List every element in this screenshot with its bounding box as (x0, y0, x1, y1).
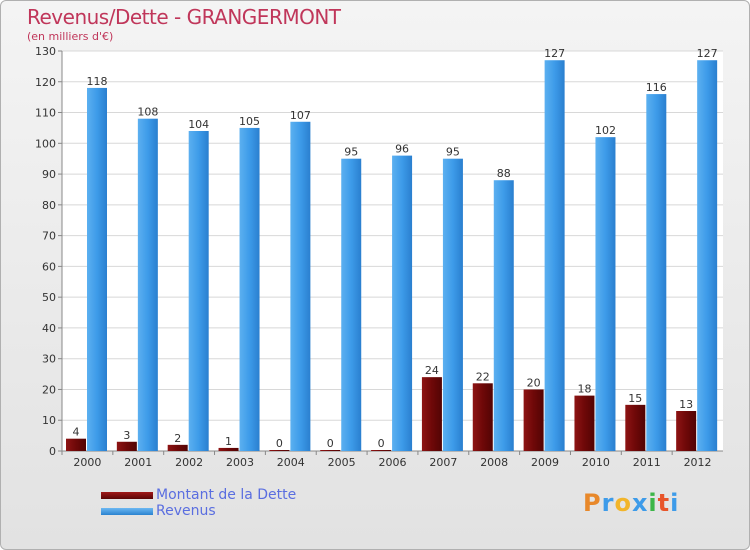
bar-revenus-2000 (87, 87, 107, 451)
bar-dette-2010 (574, 395, 595, 451)
data-label-dette-2003: 1 (225, 435, 232, 448)
bar-revenus-2001 (137, 118, 158, 451)
y-tick-label-90: 90 (42, 168, 56, 181)
legend-swatch-dette (101, 491, 153, 499)
logo-letter: o (614, 489, 632, 517)
y-tick-label-120: 120 (35, 76, 56, 89)
bar-revenus-2007 (442, 158, 463, 451)
data-label-dette-2010: 18 (577, 383, 591, 396)
logo-letter: P (583, 489, 602, 517)
bar-dette-2002 (167, 444, 188, 451)
bar-revenus-2011 (646, 94, 667, 452)
x-tick-label-2000: 2000 (73, 456, 101, 469)
x-tick-label-2004: 2004 (277, 456, 305, 469)
x-tick-label-2007: 2007 (429, 456, 457, 469)
bar-revenus-2008 (493, 180, 514, 451)
bar-dette-2007 (421, 377, 442, 451)
x-tick-label-2006: 2006 (379, 456, 407, 469)
logo-letter: i (670, 489, 680, 517)
bar-revenus-2006 (392, 155, 413, 451)
x-tick-label-2010: 2010 (582, 456, 610, 469)
legend-item-revenus: Revenus (101, 503, 296, 519)
data-label-dette-2001: 3 (123, 429, 130, 442)
bar-dette-2008 (472, 383, 493, 451)
data-label-dette-2011: 15 (628, 392, 642, 405)
x-tick-label-2001: 2001 (124, 456, 152, 469)
bar-revenus-2012 (697, 60, 718, 451)
data-label-dette-2007: 24 (425, 364, 439, 377)
bar-dette-2005 (320, 450, 341, 451)
bar-dette-2006 (371, 450, 392, 451)
data-label-revenus-2006: 96 (395, 143, 409, 156)
x-tick-label-2009: 2009 (531, 456, 559, 469)
y-tick-label-60: 60 (42, 260, 56, 273)
data-label-revenus-2001: 108 (137, 106, 158, 119)
bar-revenus-2009 (544, 60, 565, 451)
bar-dette-2012 (676, 411, 697, 451)
x-tick-label-2003: 2003 (226, 456, 254, 469)
y-tick-label-30: 30 (42, 353, 56, 366)
x-tick-label-2008: 2008 (480, 456, 508, 469)
legend-item-dette: Montant de la Dette (101, 487, 296, 503)
data-label-revenus-2011: 116 (646, 81, 667, 94)
bar-revenus-2003 (239, 127, 260, 451)
y-tick-label-50: 50 (42, 291, 56, 304)
bar-dette-2003 (218, 447, 239, 451)
y-tick-label-110: 110 (35, 107, 56, 120)
bar-revenus-2005 (341, 158, 362, 451)
bar-dette-2009 (523, 389, 544, 451)
data-label-dette-2004: 0 (276, 437, 283, 450)
data-label-revenus-2000: 118 (87, 75, 108, 88)
data-label-revenus-2002: 104 (188, 118, 209, 131)
data-label-dette-2002: 2 (174, 432, 181, 445)
data-label-revenus-2003: 105 (239, 115, 260, 128)
y-tick-label-0: 0 (49, 445, 56, 458)
legend-swatch-revenus (101, 507, 153, 515)
proxiti-logo: Proxiti (583, 489, 679, 517)
logo-letter: r (601, 489, 615, 517)
data-label-revenus-2008: 88 (497, 167, 511, 180)
x-tick-label-2005: 2005 (328, 456, 356, 469)
data-label-revenus-2004: 107 (290, 109, 311, 122)
logo-letter: t (657, 489, 671, 517)
chart-title: Revenus/Dette - GRANGERMONT (27, 5, 341, 29)
bar-dette-2011 (625, 404, 646, 451)
chart-subtitle: (en milliers d'€) (27, 30, 114, 43)
data-label-dette-2012: 13 (679, 398, 693, 411)
x-tick-label-2011: 2011 (633, 456, 661, 469)
y-tick-label-70: 70 (42, 230, 56, 243)
data-label-revenus-2007: 95 (446, 146, 460, 159)
bar-revenus-2004 (290, 121, 311, 452)
y-tick-label-40: 40 (42, 322, 56, 335)
data-label-revenus-2010: 102 (595, 124, 616, 137)
data-label-dette-2006: 0 (378, 437, 385, 450)
legend-label-revenus: Revenus (156, 503, 216, 519)
y-tick-label-10: 10 (42, 414, 56, 427)
data-label-dette-2000: 4 (73, 426, 80, 439)
data-label-dette-2005: 0 (327, 437, 334, 450)
data-label-revenus-2009: 127 (544, 47, 565, 60)
bar-revenus-2010 (595, 137, 616, 451)
data-label-revenus-2005: 95 (344, 146, 358, 159)
logo-letter: x (631, 489, 649, 517)
x-tick-label-2002: 2002 (175, 456, 203, 469)
bar-revenus-2002 (188, 131, 209, 451)
legend-label-dette: Montant de la Dette (156, 487, 297, 503)
data-label-revenus-2012: 127 (697, 47, 718, 60)
y-tick-label-20: 20 (42, 383, 56, 396)
logo-letter: i (648, 489, 658, 517)
bar-dette-2000 (66, 438, 86, 451)
data-label-dette-2008: 22 (476, 370, 490, 383)
legend: Montant de la Dette Revenus (101, 487, 296, 519)
y-tick-label-130: 130 (35, 45, 56, 58)
y-tick-label-80: 80 (42, 199, 56, 212)
y-tick-label-100: 100 (35, 137, 56, 150)
data-label-dette-2009: 20 (527, 376, 541, 389)
x-tick-label-2012: 2012 (684, 456, 712, 469)
bar-dette-2001 (116, 441, 137, 451)
bar-dette-2004 (269, 450, 290, 451)
